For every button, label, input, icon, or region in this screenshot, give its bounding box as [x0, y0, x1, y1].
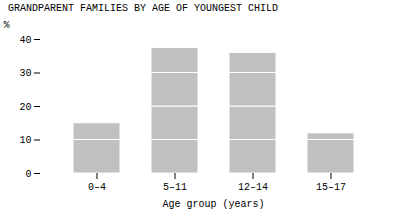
- svg-text:0: 0: [25, 169, 31, 180]
- svg-text:Age group (years): Age group (years): [162, 199, 264, 209]
- svg-text:10: 10: [19, 135, 31, 146]
- html-text:GRANDPARENT FAMILIES BY AGE OF: GRANDPARENT FAMILIES BY AGE OF YOUNGEST …: [8, 3, 278, 14]
- svg-text:40: 40: [19, 35, 31, 46]
- svg-text:30: 30: [19, 68, 31, 79]
- svg-text:15–17: 15–17: [316, 182, 346, 193]
- svg-text:5–11: 5–11: [163, 182, 187, 193]
- svg-text:12–14: 12–14: [238, 182, 268, 193]
- svg-text:0–4: 0–4: [88, 182, 106, 193]
- svg-text:%: %: [4, 20, 10, 31]
- svg-text:20: 20: [19, 102, 31, 113]
